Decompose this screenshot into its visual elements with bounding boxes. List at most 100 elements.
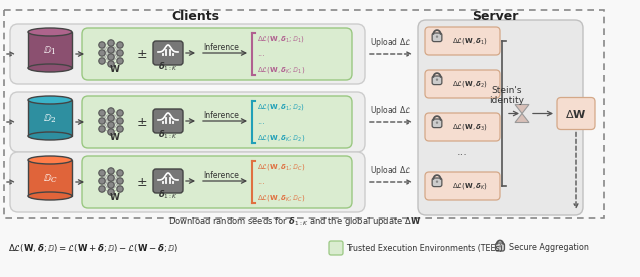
Ellipse shape — [28, 96, 72, 104]
Ellipse shape — [28, 64, 72, 72]
Circle shape — [99, 110, 105, 116]
Text: $\boldsymbol{\delta}_{1:K}$: $\boldsymbol{\delta}_{1:K}$ — [158, 129, 178, 141]
Text: $\Delta\mathcal{L}(\mathbf{W},\boldsymbol{\delta}_K;\mathbb{D}_{2})$: $\Delta\mathcal{L}(\mathbf{W},\boldsymbo… — [257, 133, 305, 143]
Text: $\pm$: $\pm$ — [136, 116, 148, 129]
Text: Clients: Clients — [171, 9, 219, 22]
Text: $\Delta\mathcal{L}(\mathbf{W},\boldsymbol{\delta}_K)$: $\Delta\mathcal{L}(\mathbf{W},\boldsymbo… — [452, 181, 488, 191]
Circle shape — [99, 178, 105, 184]
Text: Inference: Inference — [203, 42, 239, 52]
Text: $\Delta\mathcal{L}(\mathbf{W},\boldsymbol{\delta}_1;\mathbb{D}_{C})$: $\Delta\mathcal{L}(\mathbf{W},\boldsymbo… — [257, 162, 305, 172]
Text: $\mathbb{D}_{1}$: $\mathbb{D}_{1}$ — [44, 45, 56, 57]
Circle shape — [99, 42, 105, 48]
Circle shape — [116, 126, 123, 132]
FancyBboxPatch shape — [10, 24, 365, 84]
Circle shape — [116, 170, 123, 176]
Text: $\Delta\mathcal{L}(\mathbf{W},\boldsymbol{\delta}_2)$: $\Delta\mathcal{L}(\mathbf{W},\boldsymbo… — [452, 79, 488, 89]
FancyBboxPatch shape — [425, 70, 500, 98]
Circle shape — [108, 54, 114, 60]
Text: $\boldsymbol{\delta}_{1:K}$: $\boldsymbol{\delta}_{1:K}$ — [158, 189, 178, 201]
Circle shape — [108, 175, 114, 181]
Circle shape — [99, 186, 105, 192]
Circle shape — [116, 118, 123, 124]
Circle shape — [99, 50, 105, 56]
Text: ...: ... — [44, 122, 56, 135]
Circle shape — [436, 121, 438, 124]
Text: ...: ... — [257, 176, 265, 186]
Text: $\Delta\mathcal{L}(\mathbf{W},\boldsymbol{\delta}_1;\mathbb{D}_{1})$: $\Delta\mathcal{L}(\mathbf{W},\boldsymbo… — [257, 34, 305, 44]
Polygon shape — [515, 114, 529, 122]
Text: $\mathbf{W}$: $\mathbf{W}$ — [109, 130, 121, 142]
Circle shape — [108, 40, 114, 46]
Text: Inference: Inference — [203, 171, 239, 179]
Text: Stein's
identity: Stein's identity — [490, 86, 525, 105]
FancyBboxPatch shape — [425, 27, 500, 55]
Circle shape — [108, 129, 114, 135]
FancyBboxPatch shape — [28, 100, 72, 136]
FancyBboxPatch shape — [10, 152, 365, 212]
Circle shape — [108, 122, 114, 128]
Text: ...: ... — [257, 48, 265, 58]
FancyBboxPatch shape — [28, 32, 72, 68]
Text: $\mathbf{W}$: $\mathbf{W}$ — [109, 191, 121, 201]
Circle shape — [116, 42, 123, 48]
Text: $\Delta\mathcal{L}(\mathbf{W},\boldsymbol{\delta}_1;\mathbb{D}_{2})$: $\Delta\mathcal{L}(\mathbf{W},\boldsymbo… — [257, 102, 305, 112]
Text: Upload $\Delta\mathcal{L}$: Upload $\Delta\mathcal{L}$ — [371, 36, 412, 49]
FancyBboxPatch shape — [153, 109, 183, 133]
FancyBboxPatch shape — [153, 41, 183, 65]
Text: $\Delta\mathcal{L}(\mathbf{W},\boldsymbol{\delta}_1)$: $\Delta\mathcal{L}(\mathbf{W},\boldsymbo… — [452, 36, 488, 46]
Circle shape — [108, 61, 114, 67]
FancyBboxPatch shape — [495, 243, 504, 251]
Ellipse shape — [28, 132, 72, 140]
FancyBboxPatch shape — [432, 76, 442, 84]
Circle shape — [116, 186, 123, 192]
FancyBboxPatch shape — [557, 98, 595, 130]
Circle shape — [108, 182, 114, 188]
Text: $\Delta\mathcal{L}(\mathbf{W},\boldsymbol{\delta}_K;\mathbb{D}_{1})$: $\Delta\mathcal{L}(\mathbf{W},\boldsymbo… — [257, 65, 305, 75]
Circle shape — [116, 178, 123, 184]
Text: $\Delta\mathcal{L}(\mathbf{W},\boldsymbol{\delta}_K;\mathbb{D}_{C})$: $\Delta\mathcal{L}(\mathbf{W},\boldsymbo… — [257, 193, 305, 203]
FancyBboxPatch shape — [425, 113, 500, 141]
Text: Inference: Inference — [203, 111, 239, 119]
FancyBboxPatch shape — [28, 160, 72, 196]
FancyBboxPatch shape — [82, 28, 352, 80]
FancyBboxPatch shape — [432, 178, 442, 187]
Text: Secure Aggregation: Secure Aggregation — [509, 243, 589, 253]
Polygon shape — [515, 104, 529, 114]
Circle shape — [436, 35, 438, 38]
Circle shape — [436, 180, 438, 183]
Text: $\mathbb{D}_{C}$: $\mathbb{D}_{C}$ — [43, 173, 58, 185]
Text: ...: ... — [257, 117, 265, 125]
Circle shape — [436, 78, 438, 81]
FancyBboxPatch shape — [432, 33, 442, 42]
FancyBboxPatch shape — [82, 96, 352, 148]
FancyBboxPatch shape — [82, 156, 352, 208]
Ellipse shape — [28, 192, 72, 200]
Circle shape — [116, 110, 123, 116]
FancyBboxPatch shape — [418, 20, 583, 215]
Circle shape — [116, 58, 123, 64]
Circle shape — [99, 126, 105, 132]
Circle shape — [99, 118, 105, 124]
Text: Download random seeds for $\boldsymbol{\delta}_{1:K}$ and the global update $\De: Download random seeds for $\boldsymbol{\… — [168, 214, 422, 227]
FancyBboxPatch shape — [425, 172, 500, 200]
Ellipse shape — [28, 156, 72, 164]
FancyBboxPatch shape — [432, 119, 442, 128]
Circle shape — [108, 115, 114, 121]
Ellipse shape — [28, 28, 72, 36]
Circle shape — [116, 50, 123, 56]
Circle shape — [108, 47, 114, 53]
FancyBboxPatch shape — [329, 241, 343, 255]
Text: $\pm$: $\pm$ — [136, 176, 148, 189]
Text: $\boldsymbol{\delta}_{1:K}$: $\boldsymbol{\delta}_{1:K}$ — [158, 61, 178, 73]
Circle shape — [99, 170, 105, 176]
Circle shape — [99, 58, 105, 64]
Circle shape — [108, 189, 114, 195]
Text: $\Delta\mathbf{W}$: $\Delta\mathbf{W}$ — [565, 107, 587, 119]
Circle shape — [499, 245, 501, 247]
Text: $\pm$: $\pm$ — [136, 47, 148, 60]
Text: ...: ... — [456, 147, 467, 157]
Text: Trusted Execution Environments (TEEs): Trusted Execution Environments (TEEs) — [346, 243, 503, 253]
Text: Upload $\Delta\mathcal{L}$: Upload $\Delta\mathcal{L}$ — [371, 104, 412, 117]
FancyBboxPatch shape — [153, 169, 183, 193]
Text: $\Delta\mathcal{L}(\mathbf{W},\boldsymbol{\delta}_3)$: $\Delta\mathcal{L}(\mathbf{W},\boldsymbo… — [452, 122, 488, 132]
